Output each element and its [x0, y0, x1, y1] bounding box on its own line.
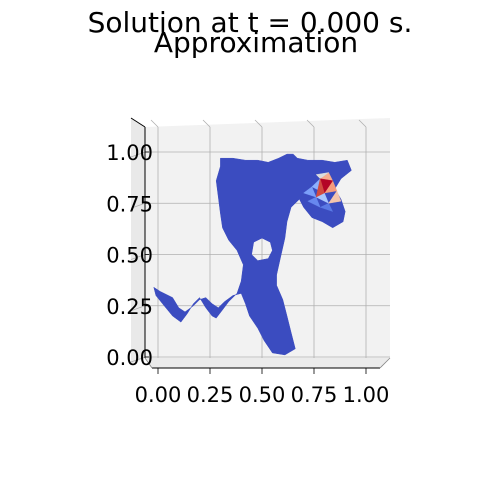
y-tick-label: 0.00 [106, 346, 153, 370]
grid-line-x-top [202, 119, 211, 128]
surface-triangle [319, 203, 334, 212]
y-tick-labels: 0.00 0.25 0.50 0.75 1.00 [106, 141, 153, 370]
x-tick-label: 1.00 [343, 383, 390, 407]
solution-surface [153, 153, 352, 356]
surface-triangle [328, 190, 342, 204]
y-tick-label: 1.00 [106, 141, 153, 165]
grid-line-y-left [130, 254, 146, 260]
x-tick-label: 0.00 [135, 383, 182, 407]
axes-3d-projection: 0.000.250.500.751.00 0.00 0.25 0.50 0.75 1.0… [106, 117, 391, 407]
grid-line-x-top [306, 119, 315, 128]
x-tick-label: 0.75 [291, 383, 338, 407]
grid-line-x-top [358, 119, 367, 128]
x-tick-label: 0.25 [187, 383, 234, 407]
corner-line-left [144, 357, 153, 369]
grid-line-y-left [130, 356, 146, 363]
floor-pane [145, 358, 390, 368]
z-axis-line [130, 117, 146, 128]
surface-triangle [315, 172, 329, 179]
y-tick-label: 0.25 [106, 295, 153, 319]
axes-title: Approximation [154, 26, 358, 59]
grid-line-x-top [254, 119, 263, 128]
x-tick-labels: 0.00 0.25 0.50 0.75 1.00 [135, 368, 390, 407]
grid-line-y-left [130, 151, 146, 158]
grid-line-x-top [150, 119, 159, 128]
suptitle: Solution at t = 0.000 s. [88, 6, 413, 39]
x-tick-label: 0.50 [239, 383, 286, 407]
surface-triangle [307, 196, 321, 208]
corner-line-right [379, 357, 391, 369]
left-pane [131, 118, 145, 364]
y-tick-label: 0.75 [106, 192, 153, 216]
grid-line-y-left [130, 202, 146, 209]
surface-triangle [315, 178, 325, 198]
surface-triangle [303, 186, 317, 198]
y-tick-label: 0.50 [106, 244, 153, 268]
solution-peak [303, 172, 342, 212]
grid-line-y-left [130, 305, 146, 312]
domain-region [153, 153, 352, 356]
